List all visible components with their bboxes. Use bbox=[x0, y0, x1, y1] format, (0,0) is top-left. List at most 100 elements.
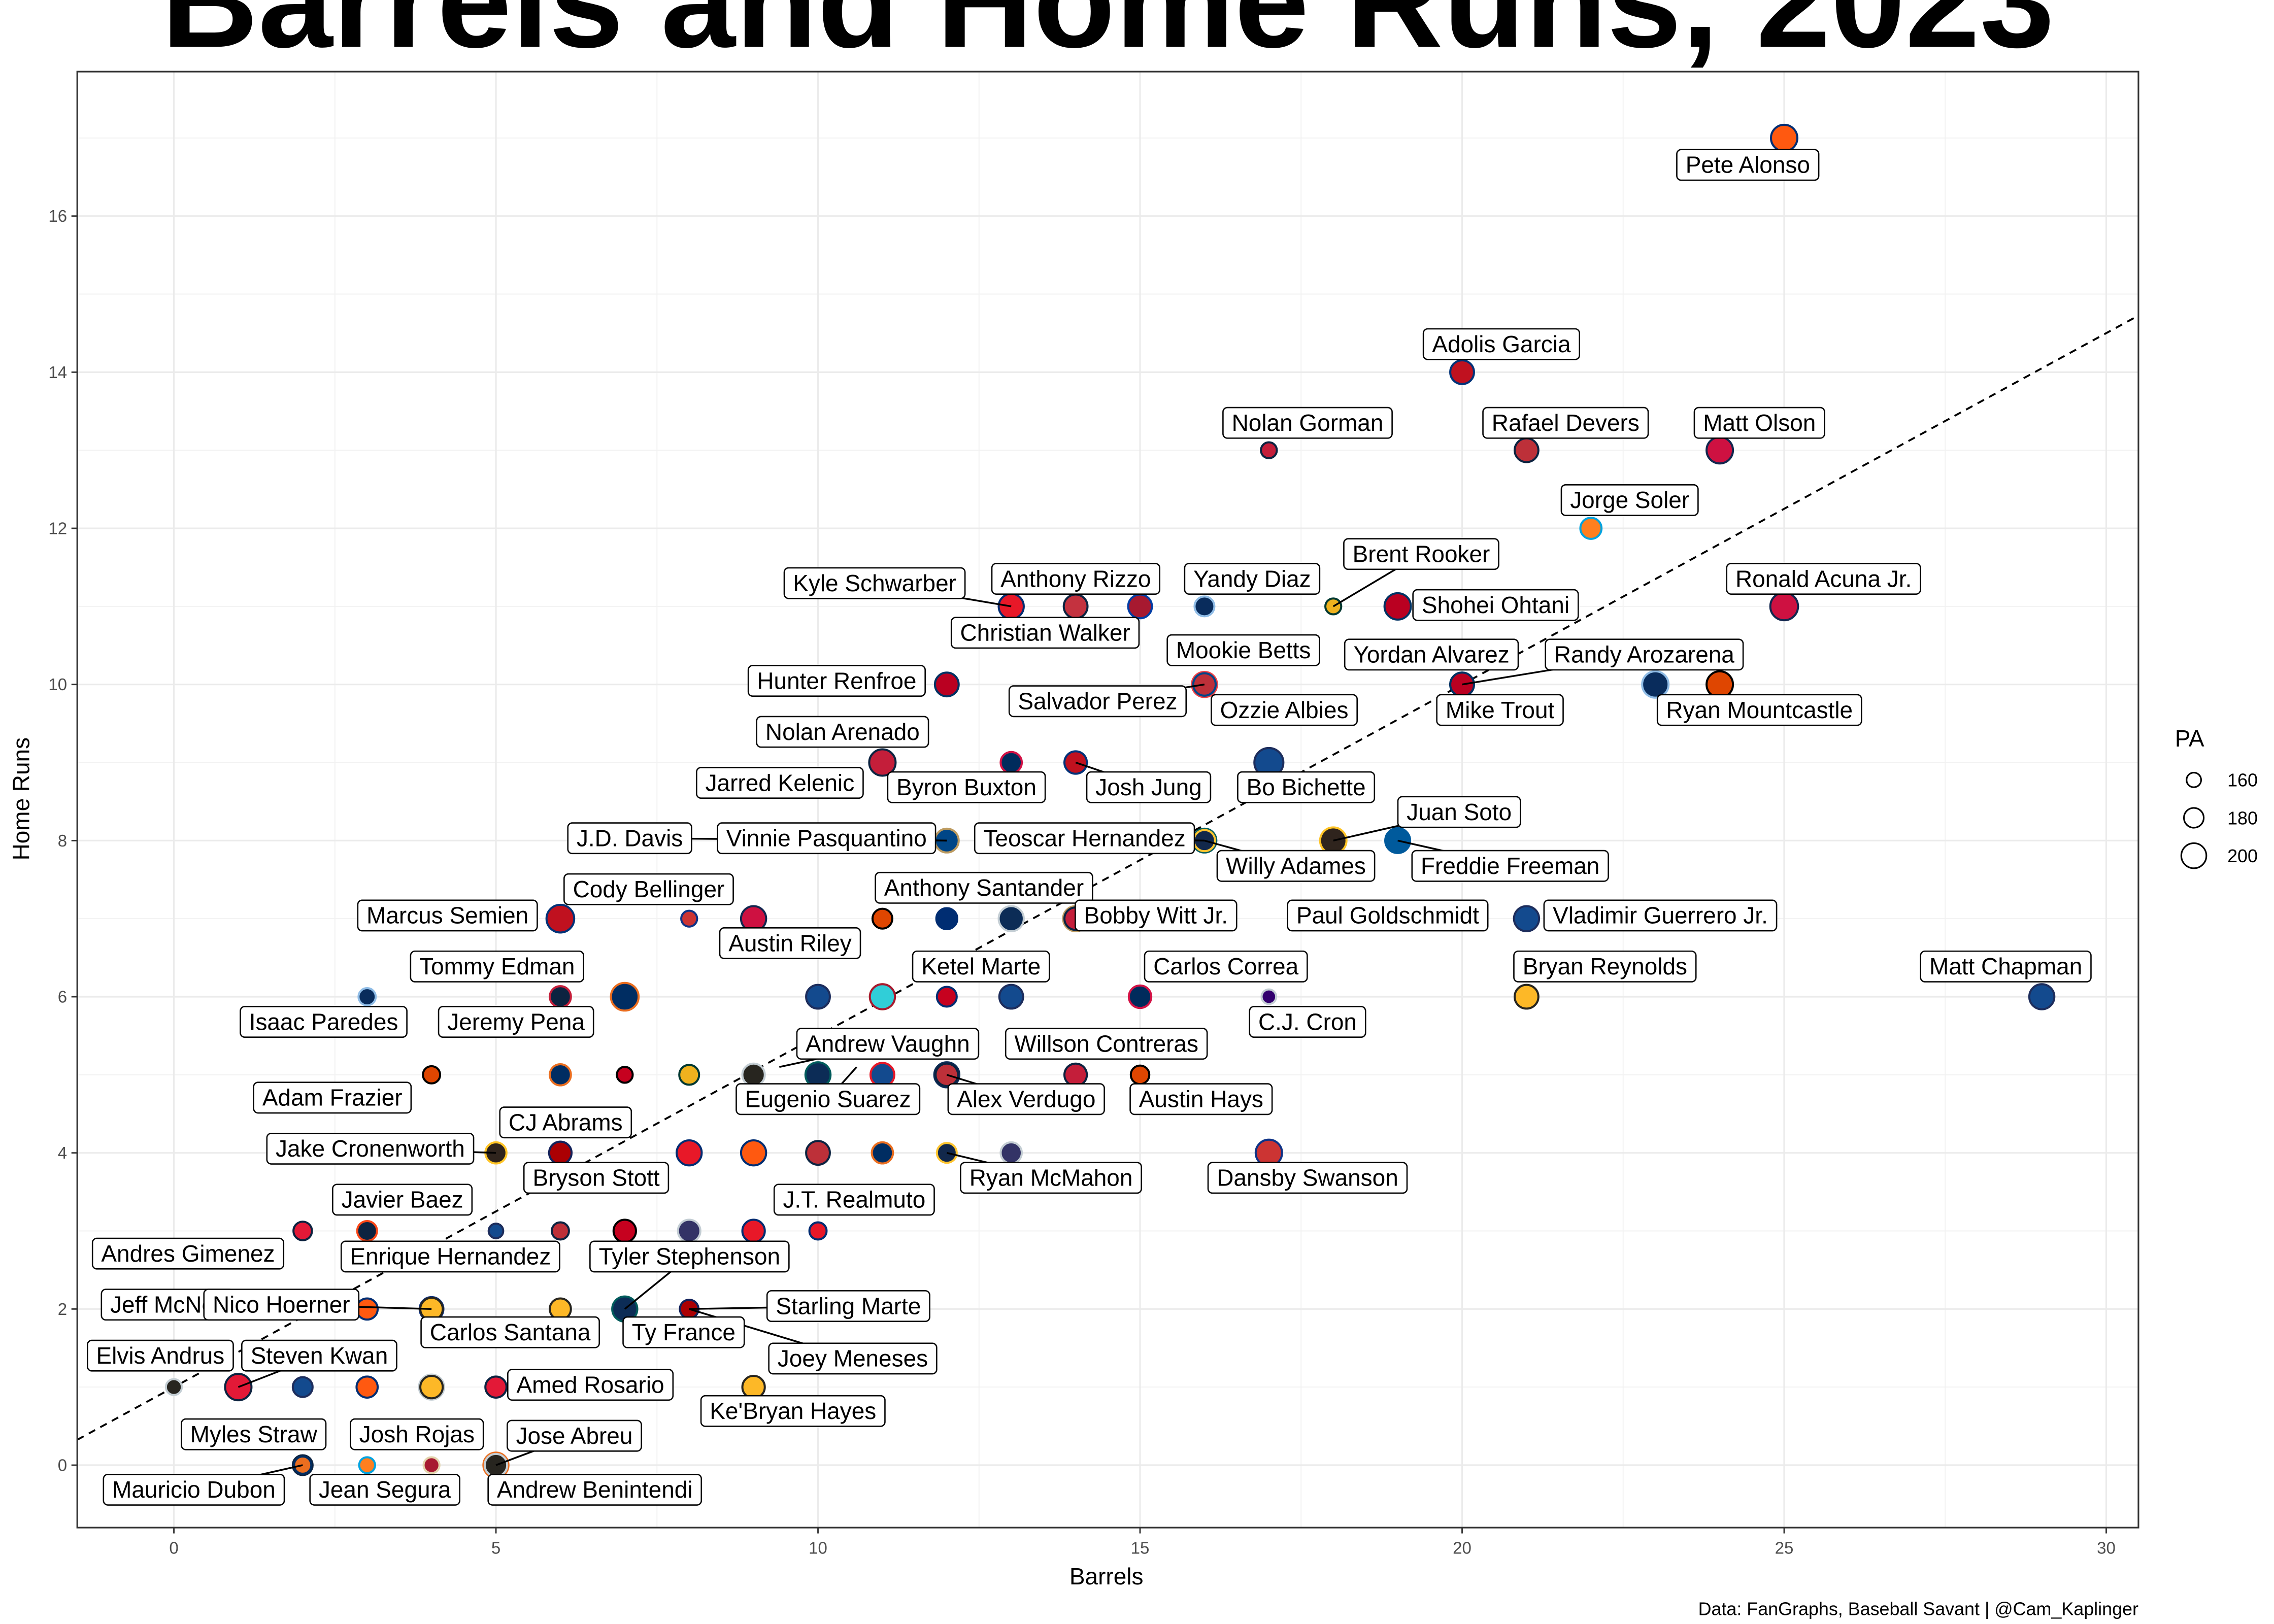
size-legend: PA 160 180 200 bbox=[2175, 725, 2258, 869]
label-text: Alex Verdugo bbox=[957, 1086, 1095, 1112]
data-point bbox=[805, 1140, 831, 1166]
label-text: Andrew Benintendi bbox=[497, 1476, 693, 1503]
data-point bbox=[805, 984, 831, 1010]
point-label: Freddie Freeman bbox=[1411, 850, 1609, 882]
point-label: Andres Gimenez bbox=[91, 1237, 285, 1270]
data-point bbox=[871, 1141, 894, 1165]
data-point bbox=[548, 1140, 573, 1165]
data-point bbox=[1063, 1062, 1088, 1087]
data-point bbox=[1641, 670, 1670, 699]
point-label: Willy Adames bbox=[1216, 850, 1376, 882]
label-box bbox=[768, 1342, 938, 1375]
label-text: Juan Soto bbox=[1407, 799, 1512, 825]
data-point bbox=[355, 1297, 379, 1321]
y-tick-label: 0 bbox=[58, 1456, 67, 1474]
label-text: Matt Olson bbox=[1703, 410, 1816, 436]
point-label: Randy Arozarena bbox=[1545, 638, 1744, 671]
label-text: Anthony Rizzo bbox=[1000, 565, 1151, 592]
point-label: Austin Riley bbox=[719, 927, 861, 959]
label-text: Ryan McMahon bbox=[969, 1165, 1133, 1191]
point-label: Anthony Rizzo bbox=[991, 563, 1161, 595]
data-point bbox=[933, 671, 960, 698]
label-box bbox=[507, 1419, 642, 1452]
data-point bbox=[1383, 592, 1412, 621]
label-box bbox=[1129, 1083, 1273, 1115]
trend-line bbox=[77, 315, 2139, 1441]
legend-value: 200 bbox=[2227, 846, 2258, 866]
data-point bbox=[741, 1219, 766, 1243]
point-label: Teoscar Hernandez bbox=[974, 822, 1195, 855]
label-text: Austin Hays bbox=[1139, 1086, 1263, 1112]
x-tick-label: 10 bbox=[809, 1539, 827, 1558]
label-box bbox=[103, 1473, 285, 1506]
label-text: Ty France bbox=[632, 1319, 735, 1345]
label-box bbox=[696, 767, 864, 799]
point-label: Myles Straw bbox=[181, 1418, 327, 1450]
point-label: Jean Segura bbox=[309, 1473, 460, 1506]
data-point bbox=[610, 982, 640, 1012]
label-text: Randy Arozarena bbox=[1554, 641, 1734, 668]
data-point bbox=[680, 909, 698, 928]
label-box bbox=[253, 1081, 412, 1114]
point-label: Jake Cronenworth bbox=[266, 1132, 475, 1165]
label-text: Eugenio Suarez bbox=[745, 1086, 911, 1112]
data-point bbox=[1063, 750, 1088, 775]
point-label: Bryan Reynolds bbox=[1513, 950, 1697, 983]
label-box bbox=[960, 1162, 1142, 1194]
label-box bbox=[1422, 328, 1581, 360]
label-box bbox=[507, 1369, 674, 1401]
label-text: Austin Riley bbox=[728, 930, 852, 956]
data-point bbox=[1260, 988, 1278, 1005]
label-text: Brent Rooker bbox=[1353, 540, 1490, 567]
y-tick-label: 6 bbox=[58, 987, 67, 1006]
point-label: Eugenio Suarez bbox=[735, 1083, 921, 1115]
point-label: Alex Verdugo bbox=[947, 1083, 1105, 1115]
point-label: Josh Rojas bbox=[350, 1418, 484, 1450]
data-point bbox=[1513, 905, 1541, 932]
point-label: Paul Goldschmidt bbox=[1287, 899, 1489, 932]
label-box bbox=[1008, 685, 1187, 718]
label-box bbox=[717, 822, 937, 855]
data-point bbox=[871, 907, 893, 930]
label-text: Byron Buxton bbox=[896, 774, 1036, 800]
label-text: Marcus Semien bbox=[366, 902, 528, 929]
data-point bbox=[933, 905, 961, 932]
point-label: Brent Rooker bbox=[1343, 538, 1499, 570]
data-point bbox=[355, 1375, 379, 1399]
data-point bbox=[1129, 1064, 1151, 1086]
data-point bbox=[1062, 593, 1089, 620]
data-point bbox=[678, 1064, 700, 1086]
label-box bbox=[1513, 950, 1697, 983]
label-text: Paul Goldschmidt bbox=[1296, 902, 1479, 929]
point-label: Nolan Arenado bbox=[756, 716, 929, 748]
point-label: Mookie Betts bbox=[1166, 634, 1320, 666]
label-box bbox=[240, 1006, 408, 1038]
point-label: Enrique Hernandez bbox=[340, 1240, 560, 1273]
label-box bbox=[563, 873, 734, 905]
x-axis-title: Barrels bbox=[1069, 1563, 1144, 1589]
label-box bbox=[974, 822, 1195, 855]
label-box bbox=[241, 1339, 397, 1372]
label-text: Jose Abreu bbox=[516, 1423, 633, 1449]
y-axis-title: Home Runs bbox=[8, 737, 34, 861]
label-text: Nolan Arenado bbox=[765, 719, 920, 745]
x-tick-label: 15 bbox=[1131, 1539, 1150, 1558]
label-text: Willy Adames bbox=[1226, 853, 1366, 879]
label-text: Teoscar Hernandez bbox=[983, 825, 1185, 851]
point-label: Jose Abreu bbox=[507, 1419, 642, 1452]
point-label: Ke'Bryan Hayes bbox=[700, 1395, 886, 1427]
label-text: Hunter Renfroe bbox=[757, 667, 916, 694]
label-box bbox=[875, 871, 1093, 904]
data-point bbox=[740, 1139, 767, 1167]
x-axis: 0 5 10 15 20 25 30 bbox=[169, 1528, 2116, 1558]
point-label: Ty France bbox=[622, 1316, 745, 1348]
data-point bbox=[1706, 670, 1734, 699]
data-point bbox=[997, 905, 1025, 932]
label-box bbox=[1005, 1028, 1208, 1060]
label-text: Bobby Witt Jr. bbox=[1084, 902, 1228, 929]
label-box bbox=[719, 927, 861, 959]
label-text: Carlos Santana bbox=[430, 1319, 591, 1345]
label-text: Rafael Devers bbox=[1492, 410, 1640, 436]
label-box bbox=[1545, 638, 1744, 671]
label-text: Shohei Ohtani bbox=[1422, 592, 1569, 618]
